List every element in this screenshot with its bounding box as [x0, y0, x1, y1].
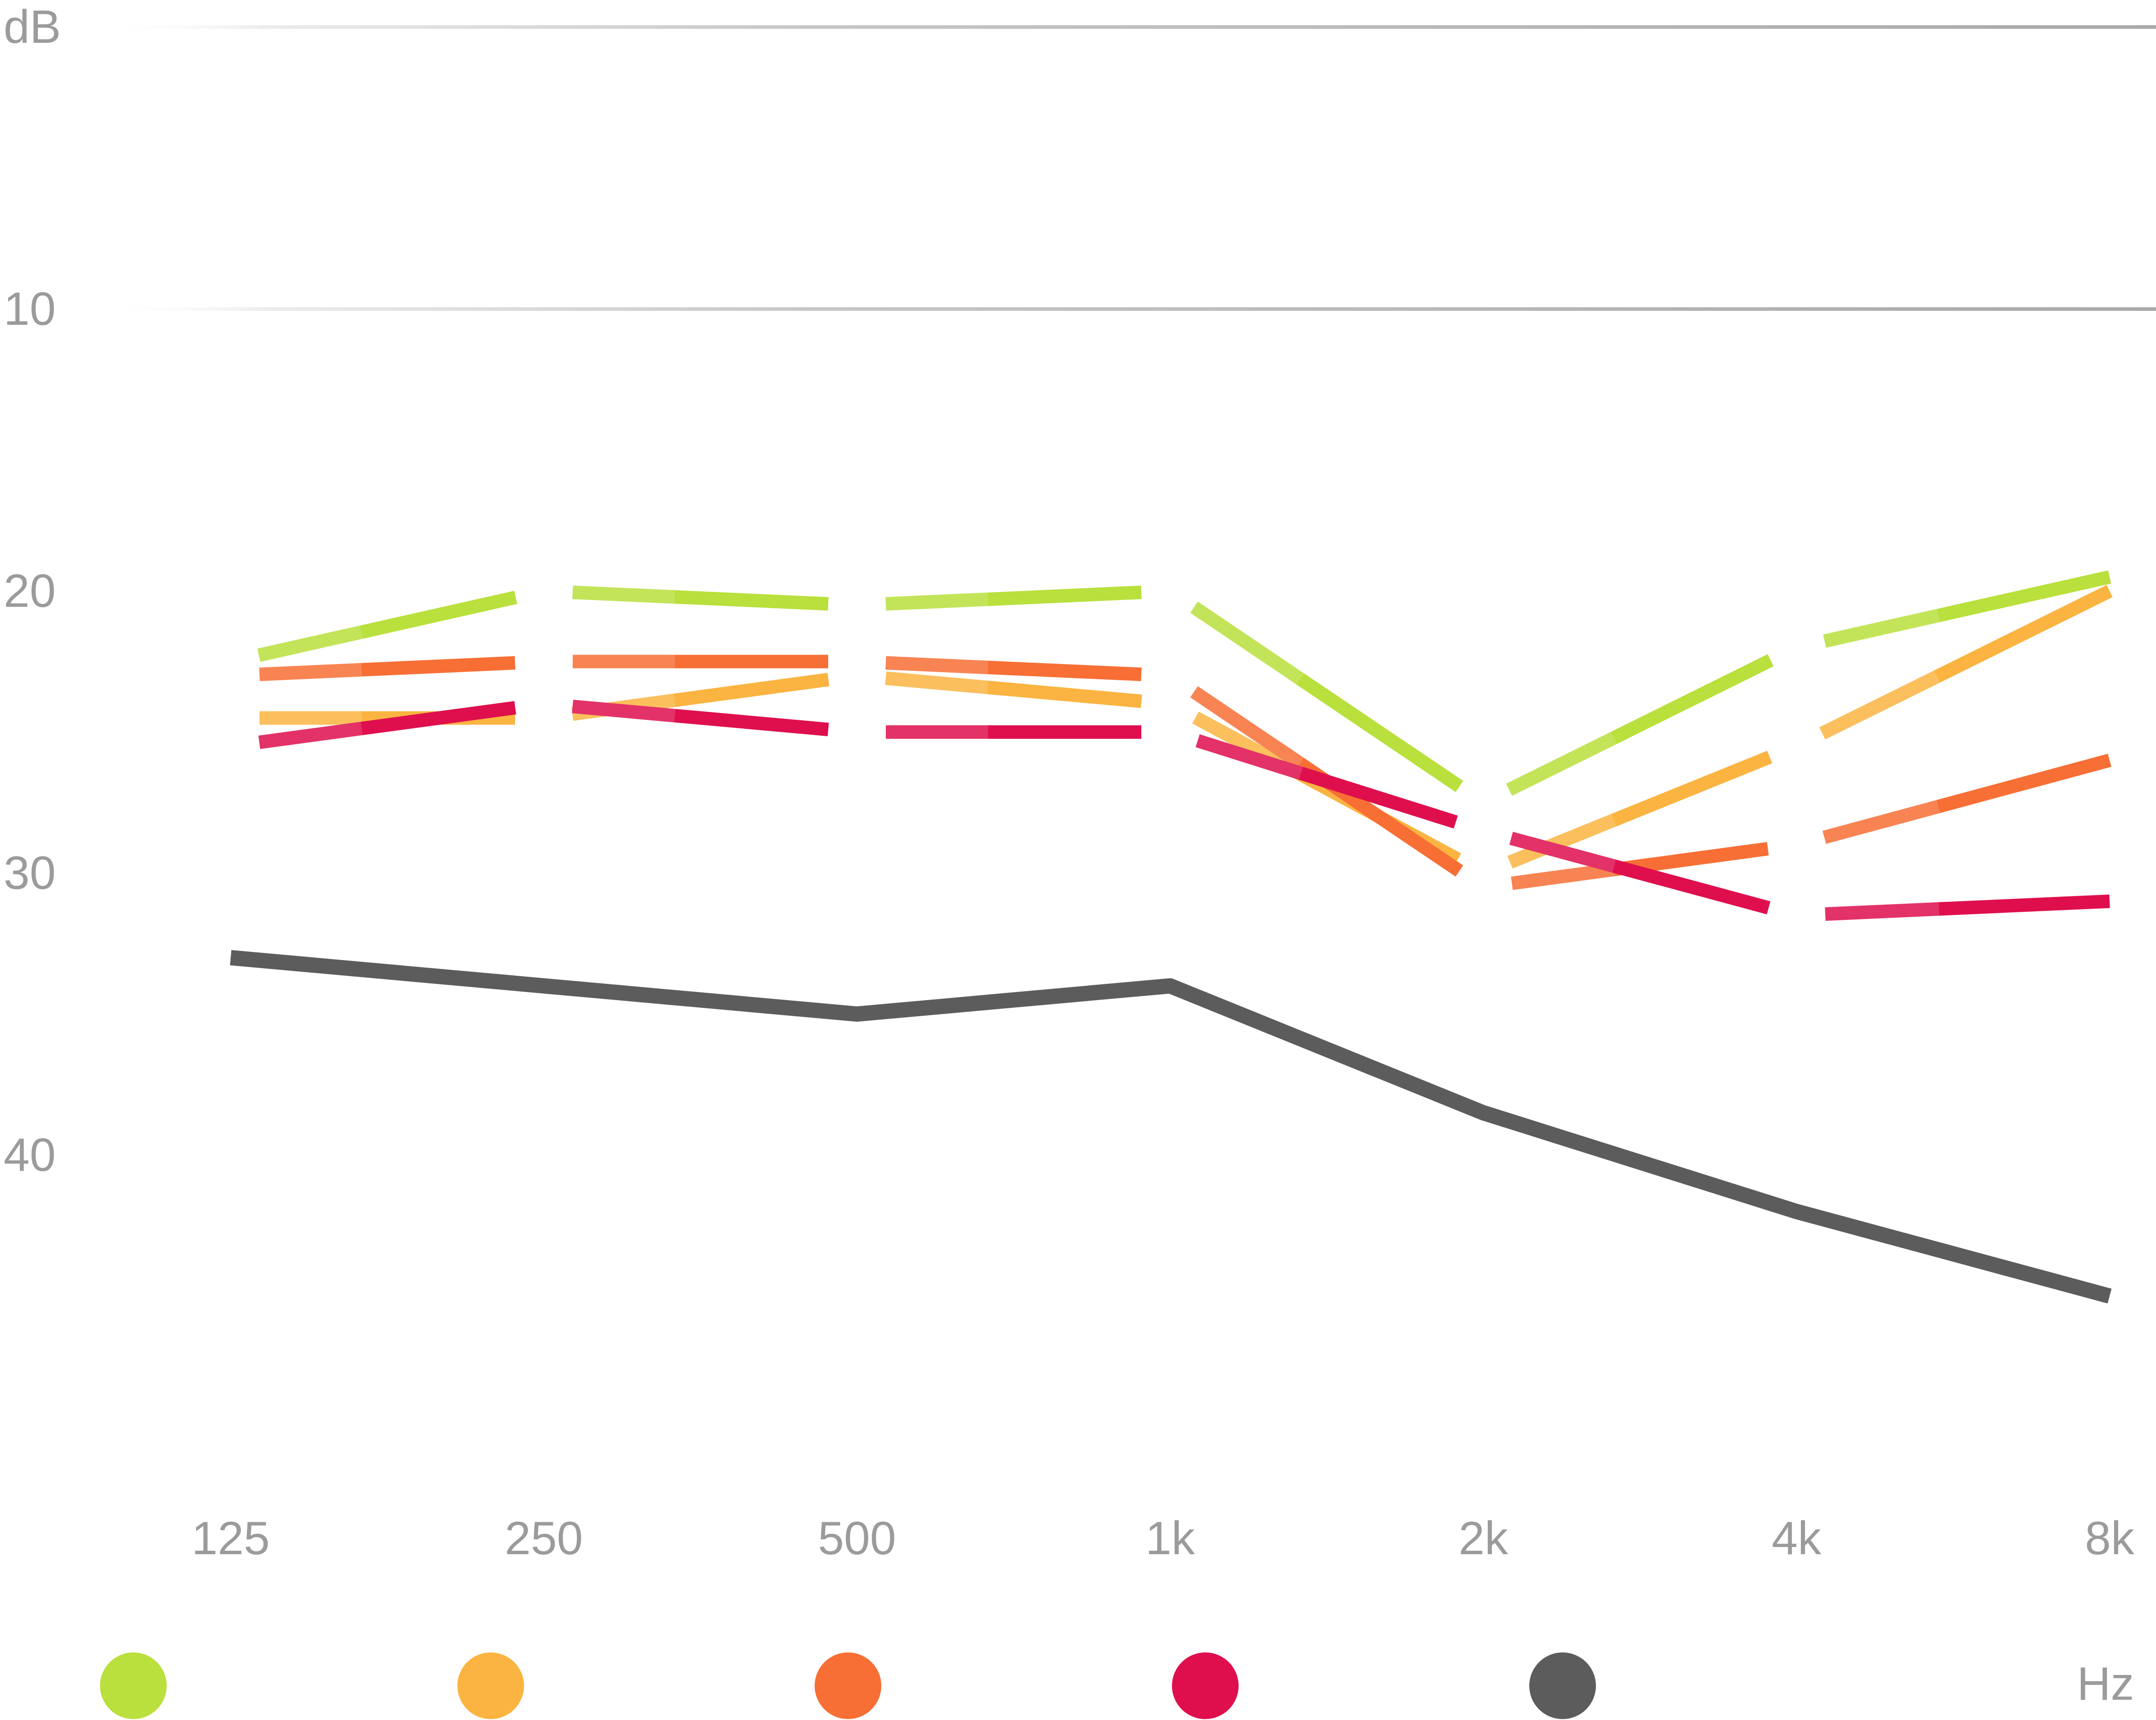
x-tick-label-250: 250 [505, 1512, 583, 1565]
series-test-result-amber-segment-2 [885, 671, 1142, 708]
y-tick-label-40: 40 [4, 1129, 56, 1181]
series-test-result-orange-segment-4 [1511, 842, 1769, 890]
x-axis-unit-label: Hz [2077, 1658, 2134, 1710]
legend-dot-orange[interactable] [815, 1652, 881, 1719]
series-test-result-lime-segment-4 [1506, 654, 1774, 796]
series-test-result-lime-segment-3-highlight [1190, 601, 1304, 685]
y-axis-tick-labels: 10 20 30 40 [4, 283, 56, 1181]
x-tick-label-125: 125 [191, 1512, 270, 1565]
series-test-result-lime-segment-5-highlight [1823, 609, 1940, 648]
series-test-result-lime-segment-0 [257, 591, 517, 662]
x-tick-label-2k: 2k [1459, 1512, 1509, 1565]
series-test-result-red [258, 700, 2110, 921]
series-test-result-lime-segment-4-highlight [1506, 732, 1617, 796]
series-test-result-red-segment-1-highlight [572, 700, 676, 723]
legend-dot-red[interactable] [1172, 1652, 1239, 1719]
series-line-test-result-gray [230, 950, 2112, 1304]
legend [100, 1652, 1596, 1719]
series-test-result-amber [260, 585, 2113, 869]
series-test-result-orange-segment-4-highlight [1511, 863, 1615, 890]
series-test-result-lime-segment-1 [572, 585, 829, 611]
series-test-result-amber-segment-5 [1819, 585, 2113, 740]
x-tick-label-1k: 1k [1145, 1512, 1195, 1565]
series-test-result-red-segment-0-highlight [258, 722, 363, 749]
legend-dot-gray[interactable] [1529, 1652, 1596, 1719]
series-test-result-orange-segment-5-highlight [1822, 800, 1940, 844]
x-tick-label-4k: 4k [1772, 1512, 1822, 1565]
series-test-result-red-segment-0 [258, 701, 516, 749]
gridlines [99, 25, 2156, 311]
series-test-result-amber-segment-4-highlight [1507, 814, 1617, 869]
series-test-result-lime-segment-2 [885, 585, 1142, 611]
series-test-result-orange-segment-5 [1822, 754, 2111, 844]
y-tick-label-10: 10 [4, 283, 56, 335]
series-test-result-amber-segment-2-highlight [885, 671, 989, 694]
series-test-result-orange [259, 655, 2111, 890]
series-test-result-lime-segment-2-highlight [885, 592, 989, 611]
series-test-result-gray [230, 950, 2112, 1304]
x-axis-tick-labels: 125 250 500 1k 2k 4k 8k [191, 1512, 2135, 1565]
series-test-result-orange-segment-2 [885, 656, 1142, 681]
series-test-result-red-segment-1 [572, 700, 829, 737]
series-test-result-orange-segment-0-highlight [259, 663, 362, 681]
series-test-result-amber-segment-5-highlight [1819, 670, 1941, 740]
x-tick-label-8k: 8k [2085, 1512, 2135, 1565]
legend-dot-lime[interactable] [100, 1652, 167, 1719]
series-test-result-red-segment-5 [1825, 894, 2110, 921]
series-test-result-lime [257, 570, 2111, 796]
data-series [230, 570, 2113, 1304]
series-test-result-red-segment-4-highlight [1509, 832, 1616, 873]
series-test-result-orange-segment-0 [259, 656, 515, 681]
x-tick-label-500: 500 [818, 1512, 896, 1565]
series-test-result-lime-segment-5 [1823, 570, 2111, 648]
series-test-result-lime-segment-3 [1190, 601, 1463, 792]
series-test-result-red-segment-3-highlight [1195, 734, 1303, 780]
series-test-result-orange-segment-3-highlight [1190, 686, 1304, 769]
y-tick-label-20: 20 [4, 565, 56, 617]
legend-dot-amber[interactable] [457, 1652, 524, 1719]
series-test-result-lime-segment-1-highlight [572, 585, 675, 604]
y-tick-label-30: 30 [4, 847, 56, 899]
series-test-result-red-segment-4 [1509, 832, 1771, 915]
series-test-result-red-segment-5-highlight [1825, 902, 1940, 921]
series-test-result-orange-segment-2-highlight [885, 656, 989, 674]
series-test-result-lime-segment-0-highlight [257, 625, 363, 662]
series-test-result-red-segment-3 [1195, 734, 1458, 829]
y-axis-unit-label: dB [4, 1, 61, 53]
